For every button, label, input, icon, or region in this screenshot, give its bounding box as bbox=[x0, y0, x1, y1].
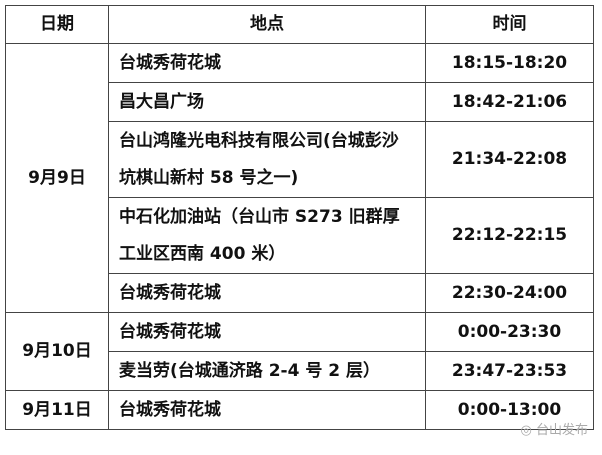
date-cell: 9月11日 bbox=[5, 390, 109, 430]
itinerary-table: 日期 地点 时间 9月9日 台城秀荷花城 18:15-18:20 昌大昌广场 1… bbox=[5, 5, 594, 430]
table-row: 台城秀荷花城 22:30-24:00 bbox=[6, 273, 594, 313]
header-row: 日期 地点 时间 bbox=[5, 5, 594, 44]
header-time: 时间 bbox=[425, 5, 594, 44]
table-row: 9月9日 台城秀荷花城 18:15-18:20 bbox=[5, 43, 594, 313]
header-place: 地点 bbox=[108, 5, 426, 44]
table-row: 麦当劳(台城通济路 2-4 号 2 层） 23:47-23:53 bbox=[6, 351, 594, 391]
time-cell: 18:42-21:06 bbox=[425, 82, 594, 122]
header-date: 日期 bbox=[5, 5, 109, 44]
time-cell: 22:30-24:00 bbox=[425, 273, 594, 313]
time-cell: 0:00-13:00 bbox=[425, 390, 594, 430]
place-cell: 台城秀荷花城 bbox=[108, 312, 426, 352]
time-cell: 23:47-23:53 bbox=[425, 351, 594, 391]
place-cell: 昌大昌广场 bbox=[108, 82, 426, 122]
table-row: 台山鸿隆光电科技有限公司(台城彭沙坑棋山新村 58 号之一) 21:34-22:… bbox=[6, 121, 594, 198]
time-cell: 0:00-23:30 bbox=[425, 312, 594, 352]
table-row: 9月11日 台城秀荷花城 0:00-13:00 bbox=[5, 390, 594, 430]
table-row: 中石化加油站（台山市 S273 旧群厚工业区西南 400 米） 22:12-22… bbox=[6, 197, 594, 274]
date-cell: 9月10日 bbox=[5, 312, 109, 391]
place-cell: 台城秀荷花城 bbox=[108, 43, 426, 83]
time-cell: 18:15-18:20 bbox=[425, 43, 594, 83]
date-cell: 9月9日 bbox=[5, 43, 109, 313]
time-cell: 22:12-22:15 bbox=[425, 197, 594, 274]
watermark: ◎ 台山发布 bbox=[520, 423, 589, 438]
place-cell: 台山鸿隆光电科技有限公司(台城彭沙坑棋山新村 58 号之一) bbox=[108, 121, 426, 198]
place-cell: 中石化加油站（台山市 S273 旧群厚工业区西南 400 米） bbox=[108, 197, 426, 274]
time-cell: 21:34-22:08 bbox=[425, 121, 594, 198]
table-row: 昌大昌广场 18:42-21:06 bbox=[6, 82, 594, 122]
table-row: 9月10日 台城秀荷花城 0:00-23:30 bbox=[5, 312, 594, 391]
place-cell: 麦当劳(台城通济路 2-4 号 2 层） bbox=[108, 351, 426, 391]
wechat-icon: ◎ bbox=[520, 423, 536, 438]
place-cell: 台城秀荷花城 bbox=[108, 390, 426, 430]
place-cell: 台城秀荷花城 bbox=[108, 273, 426, 313]
